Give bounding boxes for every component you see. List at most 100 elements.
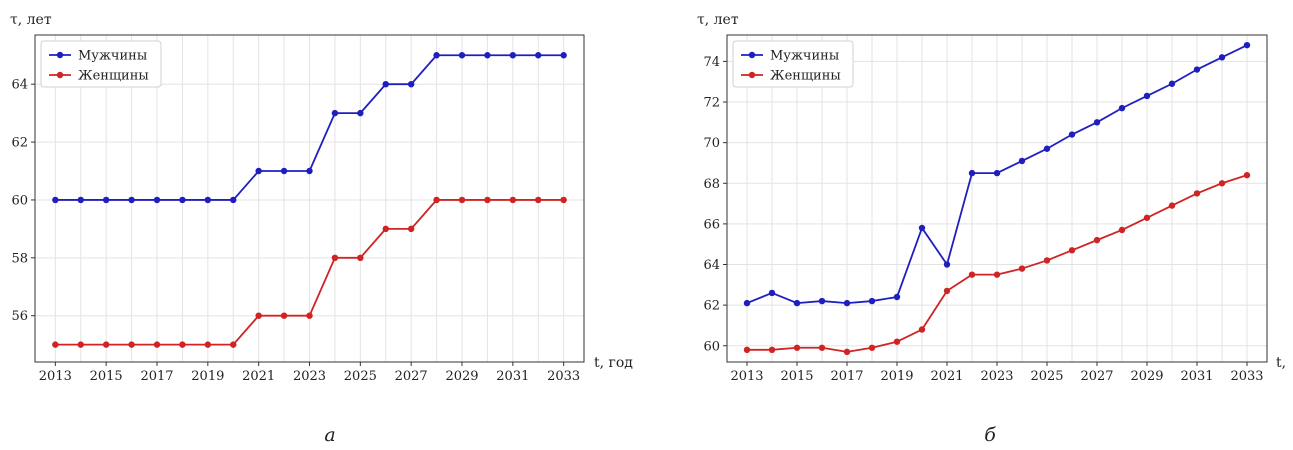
y-tick-label: 74 [703,55,720,70]
data-point [1168,80,1176,87]
y-tick-label: 70 [703,136,720,151]
chart-panel-b: 2013 2015 2017 2019 2021 2023 2025 2027 2029 2031… [697,12,1286,446]
x-tick-label: 2027 [395,369,428,384]
panel-label: б [984,424,996,446]
data-point [918,326,926,333]
data-point [382,80,389,88]
data-point [153,196,161,204]
y-tick-label: 72 [703,96,720,111]
y-tick-label: 68 [703,177,720,192]
data-point [818,297,826,305]
data-point [77,196,84,204]
data-point [843,348,851,356]
x-tick-label: 2015 [90,369,123,384]
x-tick-label: 2017 [830,369,863,384]
y-axis-title: τ, лет [697,12,739,28]
x-tick-label: 2025 [344,369,377,384]
y-tick-label: 56 [11,309,28,324]
data-point [179,341,186,348]
chart-panel-a: 2013 2015 2017 2019 2021 2023 2025 2027 2029 2031… [10,12,633,446]
x-tick-label: 2015 [780,369,813,384]
x-tick-label: 2025 [1030,369,1063,384]
data-point [743,346,751,354]
x-tick-label: 2019 [880,369,913,384]
data-point [1193,190,1201,197]
x-tick-label: 2019 [191,369,224,384]
data-point [1143,214,1151,221]
legend-marker [748,71,756,79]
data-point [743,299,751,307]
data-point [102,196,110,204]
data-point [357,254,364,262]
data-point [458,52,466,59]
data-point [1218,180,1226,187]
y-axis-title: τ, лет [10,12,52,28]
data-point [407,225,415,233]
data-point [943,287,951,295]
y-tick-label: 64 [703,258,720,273]
legend-label: Женщины [770,69,841,84]
x-tick-label: 2033 [1230,369,1263,384]
data-point [818,344,826,351]
data-point [1168,202,1176,209]
data-point [918,224,926,232]
data-point [484,196,491,204]
legend-label: Женщины [78,69,149,84]
data-point [1018,157,1026,165]
data-point [280,312,288,319]
data-point [306,167,313,175]
panel-label: а [324,424,335,446]
data-point [433,196,440,204]
y-tick-label: 66 [703,217,720,232]
x-tick-label: 2027 [1080,369,1113,384]
data-point [52,341,59,348]
data-point [768,346,776,354]
data-point [993,169,1001,177]
data-point [357,109,364,117]
x-tick-label: 2023 [980,369,1013,384]
data-point [1018,265,1026,272]
x-tick-label: 2023 [293,369,326,384]
x-tick-label: 2017 [140,369,173,384]
y-tick-label: 60 [11,193,28,208]
data-point [204,341,212,348]
data-point [230,196,237,204]
legend-label: Мужчины [770,49,839,64]
data-point [52,196,59,204]
data-point [1118,226,1126,234]
data-point [1043,145,1051,152]
data-point [868,344,876,351]
legend-label: Мужчины [78,49,147,64]
data-point [893,293,901,301]
data-point [128,341,135,348]
x-axis-title: t, [1276,355,1286,371]
data-point [230,341,237,348]
x-tick-label: 2021 [930,369,963,384]
x-tick-label: 2031 [1180,369,1213,384]
data-point [793,299,801,307]
data-point [968,271,976,278]
data-point [433,52,440,59]
data-point [204,196,212,204]
legend-marker [748,51,756,59]
data-point [128,196,135,204]
data-point [331,109,339,117]
data-point [255,312,262,319]
data-point [306,312,313,319]
x-tick-label: 2013 [39,369,72,384]
data-point [1043,257,1051,264]
data-point [382,225,389,233]
data-point [1218,54,1226,61]
data-point [1068,247,1076,254]
data-point [484,52,491,59]
x-tick-label: 2021 [242,369,275,384]
data-point [179,196,186,204]
data-point [535,196,542,204]
y-tick-label: 64 [11,78,28,93]
data-point [968,169,976,177]
data-point [1068,131,1076,138]
data-point [768,289,776,297]
data-point [560,52,567,59]
data-point [993,271,1001,278]
data-point [331,254,339,262]
